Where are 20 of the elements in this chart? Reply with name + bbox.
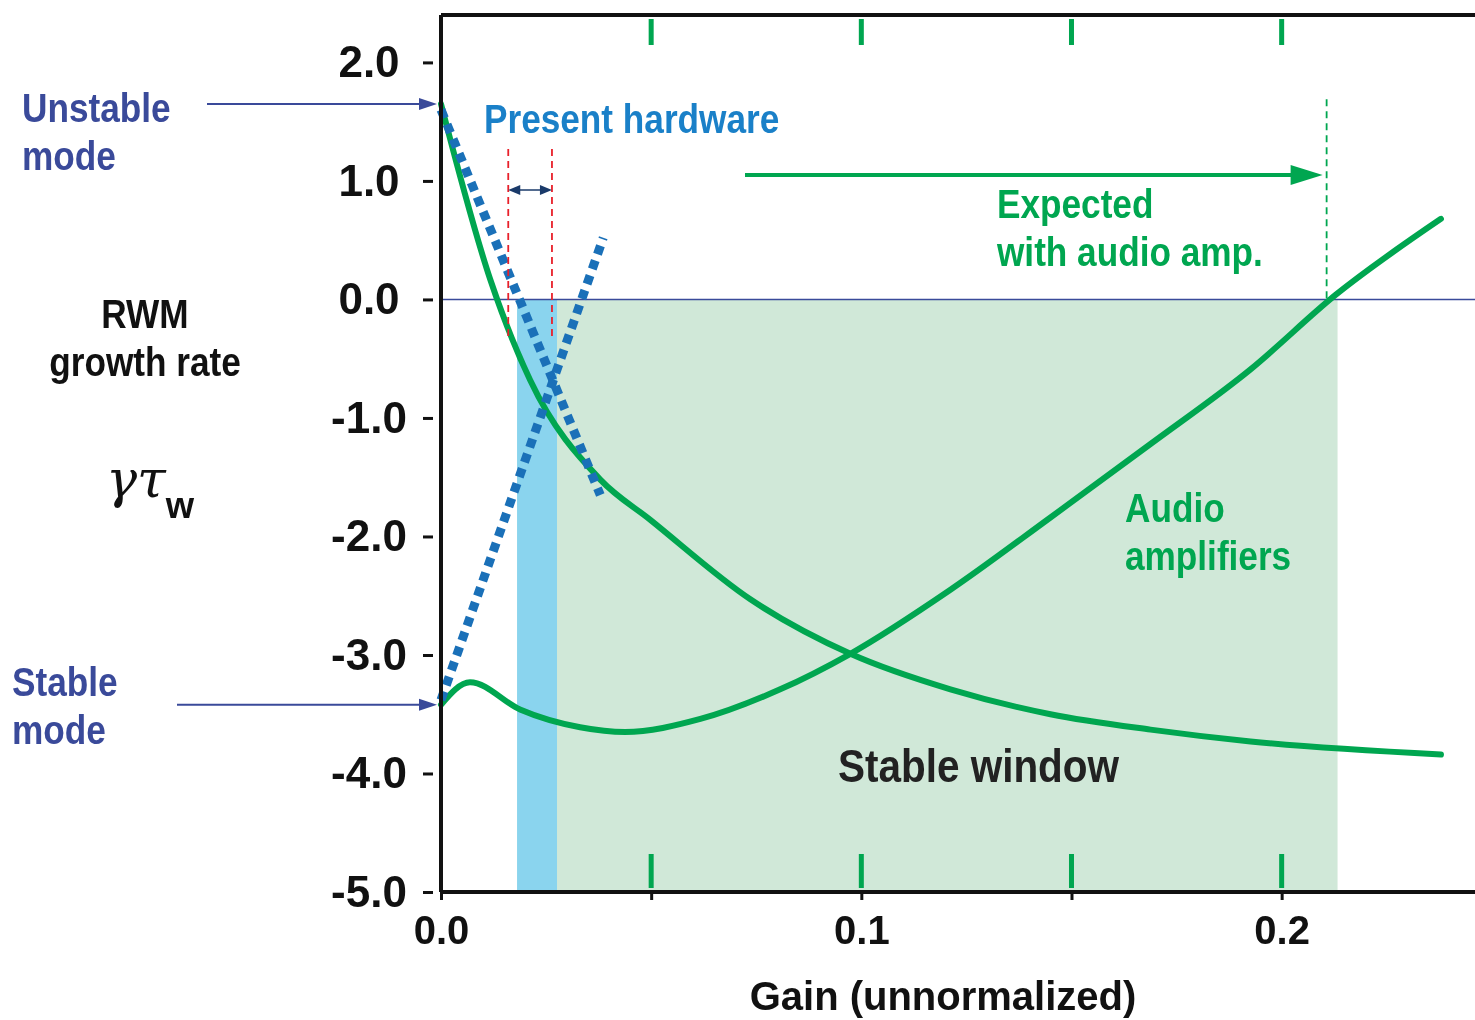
y-tick-label: 2.0 — [338, 36, 400, 86]
annotation: Expected with audio amp. — [996, 181, 1263, 275]
x-tick-label: 0.2 — [1254, 908, 1310, 952]
y-tick-label: -2.0 — [331, 511, 407, 561]
x-tick-label: 0.1 — [834, 908, 890, 952]
annotation: Audio amplifiers — [1125, 485, 1292, 579]
x-axis-title: Gain (unnormalized) — [749, 974, 1137, 1018]
annotation: Present hardware — [484, 96, 780, 142]
y-tick-label: -4.0 — [331, 748, 407, 798]
text: γτ$_{w}$ — [106, 449, 195, 526]
y-tick-label: -1.0 — [331, 392, 407, 442]
band-label: Stable window — [838, 740, 1120, 792]
y-tick-label: -3.0 — [331, 629, 407, 679]
x-tick-label: 0.0 — [413, 908, 470, 952]
y-axis-title: RWM growth rate — [49, 291, 241, 385]
y-tick-label: 0.0 — [338, 274, 400, 324]
y-tick-label: 1.0 — [338, 155, 400, 205]
text: Stable mode — [12, 659, 118, 753]
text: Unstable mode — [22, 85, 171, 179]
y-tick-label: -5.0 — [331, 866, 407, 916]
